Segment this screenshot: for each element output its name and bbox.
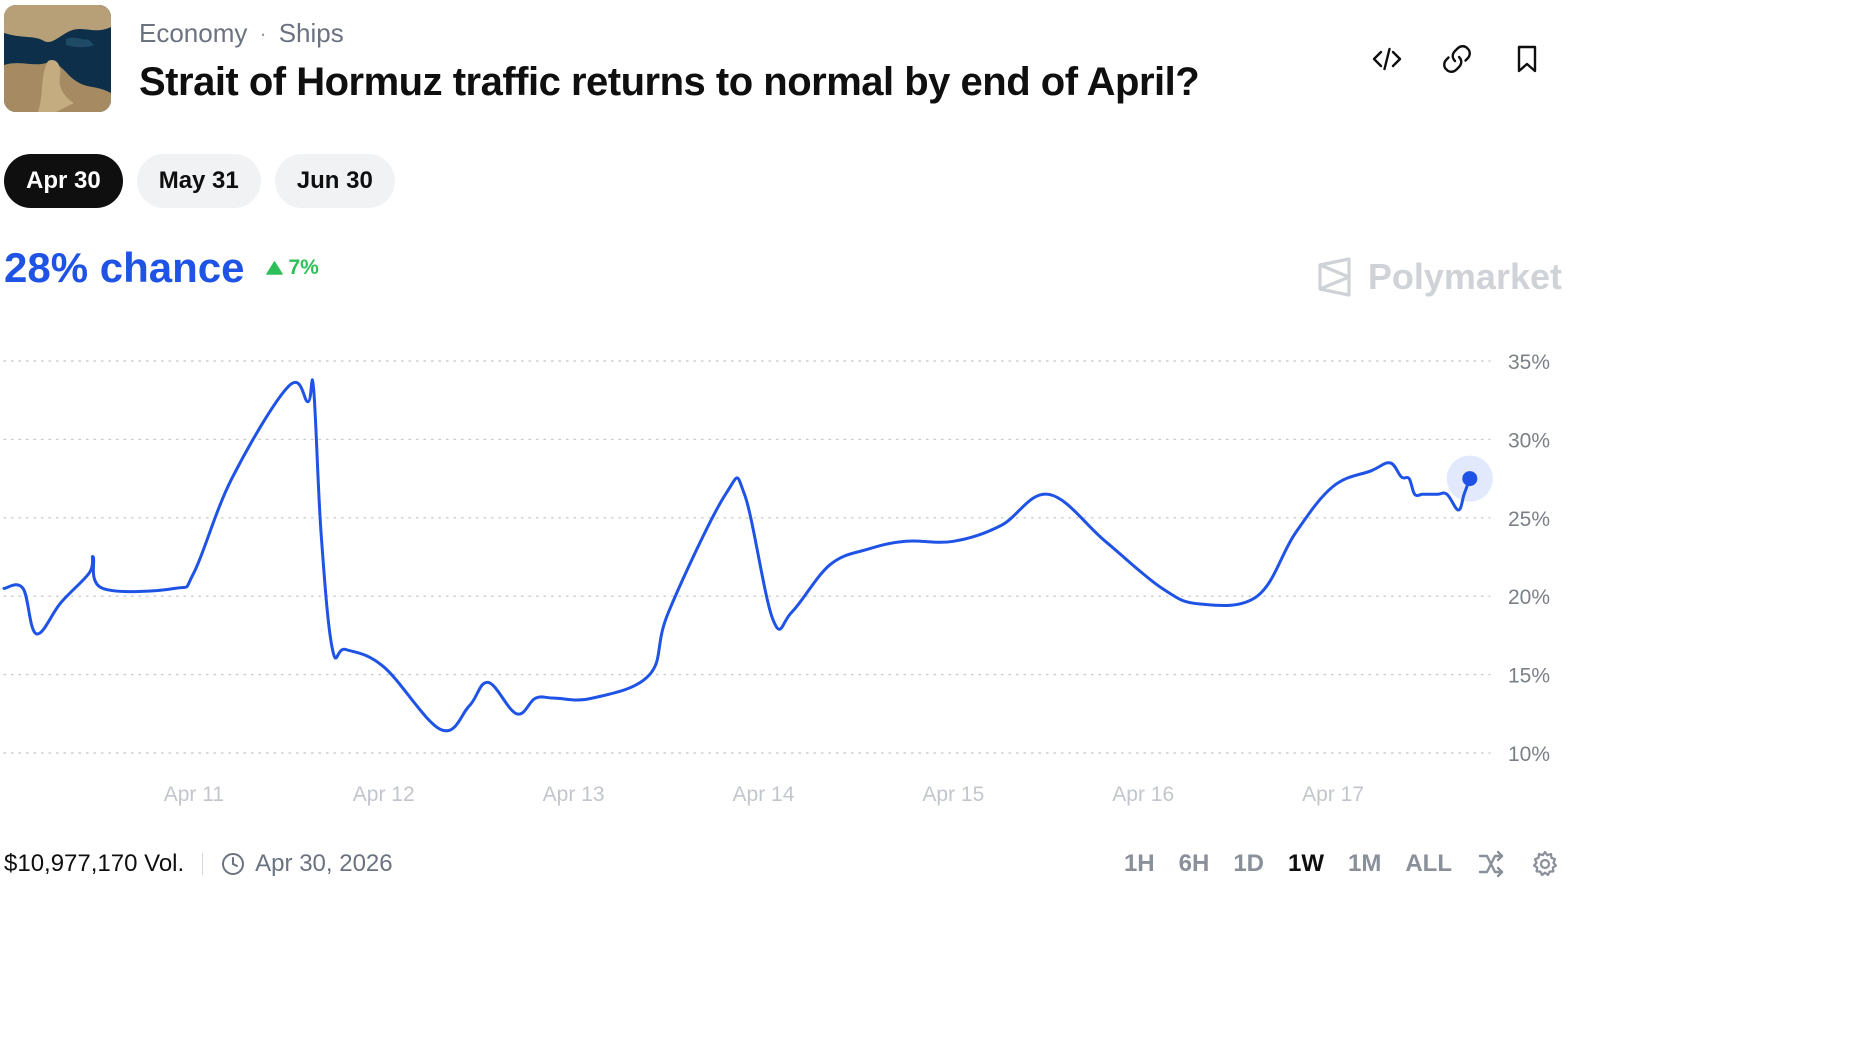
- y-tick-label: 25%: [1508, 508, 1550, 531]
- tab-apr-30[interactable]: Apr 30: [4, 154, 123, 208]
- chance-value: 28% chance: [4, 244, 245, 291]
- clock-icon: [222, 853, 245, 875]
- breadcrumb-economy[interactable]: Economy: [139, 18, 248, 48]
- probability-chart[interactable]: 35%30%25%20%15%10% Apr 11 Apr 12 Apr 13 Apr…: [0, 320, 1856, 820]
- x-tick-label: Apr 14: [733, 783, 795, 806]
- range-6h[interactable]: 6H: [1178, 850, 1210, 877]
- footer-divider: [202, 853, 204, 875]
- y-tick-label: 35%: [1508, 351, 1550, 374]
- x-tick-label: Apr 15: [922, 783, 984, 806]
- brand-watermark: Polymarket: [1316, 256, 1562, 298]
- breadcrumb-ships[interactable]: Ships: [278, 18, 344, 48]
- y-axis-ticks: 35% 30% 25% 20% 15% 10%: [1508, 351, 1550, 766]
- volume-label: $10,977,170 Vol.: [4, 850, 185, 877]
- x-tick-label: Apr 12: [353, 783, 415, 806]
- current-point: [1462, 471, 1478, 487]
- chance-change: 7%: [266, 256, 319, 280]
- x-tick-label: Apr 17: [1302, 783, 1364, 806]
- chart-grid: [3, 360, 1491, 754]
- breadcrumb-separator: ·: [259, 20, 267, 46]
- header-actions: [1368, 40, 1546, 78]
- market-thumbnail: [4, 5, 111, 112]
- y-tick-label: 20%: [1508, 586, 1550, 609]
- y-tick-label: 15%: [1508, 665, 1550, 688]
- end-date: Apr 30, 2026: [221, 850, 393, 878]
- range-all[interactable]: ALL: [1405, 850, 1452, 877]
- page-title: Strait of Hormuz traffic returns to norm…: [139, 60, 1200, 104]
- range-1m[interactable]: 1M: [1348, 850, 1382, 877]
- end-date-value: Apr 30, 2026: [255, 850, 393, 877]
- date-tabs: Apr 30 May 31 Jun 30: [4, 154, 395, 208]
- polymarket-logo-icon: [1318, 257, 1351, 297]
- link-icon[interactable]: [1438, 40, 1476, 78]
- code-embed-icon[interactable]: [1368, 40, 1406, 78]
- series-line: [2, 378, 1472, 733]
- tab-may-31[interactable]: May 31: [136, 154, 261, 208]
- breadcrumb: Economy · Ships: [139, 18, 344, 49]
- x-axis-ticks: Apr 11 Apr 12 Apr 13 Apr 14 Apr 15 Apr 16 Apr …: [164, 783, 1364, 806]
- chart-footer: $10,977,170 Vol. Apr 30, 2026 1H 6H 1D 1…: [4, 846, 1560, 882]
- time-range-selector: 1H 6H 1D 1W 1M ALL: [1124, 849, 1560, 879]
- chance-change-value: 7%: [288, 256, 319, 279]
- settings-gear-icon[interactable]: [1530, 849, 1560, 879]
- x-tick-label: Apr 11: [164, 783, 224, 806]
- range-1h[interactable]: 1H: [1123, 850, 1155, 877]
- chance-summary: 28% chance 7%: [4, 244, 319, 292]
- range-1d[interactable]: 1D: [1233, 850, 1264, 877]
- bookmark-icon[interactable]: [1508, 40, 1546, 78]
- shuffle-icon[interactable]: [1476, 849, 1506, 879]
- y-tick-label: 10%: [1508, 743, 1550, 766]
- range-1w[interactable]: 1W: [1288, 850, 1324, 877]
- tab-jun-30[interactable]: Jun 30: [274, 154, 395, 208]
- triangle-up-icon: [266, 261, 284, 275]
- y-tick-label: 30%: [1508, 429, 1550, 452]
- brand-name: Polymarket: [1367, 256, 1562, 297]
- x-tick-label: Apr 16: [1112, 783, 1174, 806]
- x-tick-label: Apr 13: [543, 783, 605, 806]
